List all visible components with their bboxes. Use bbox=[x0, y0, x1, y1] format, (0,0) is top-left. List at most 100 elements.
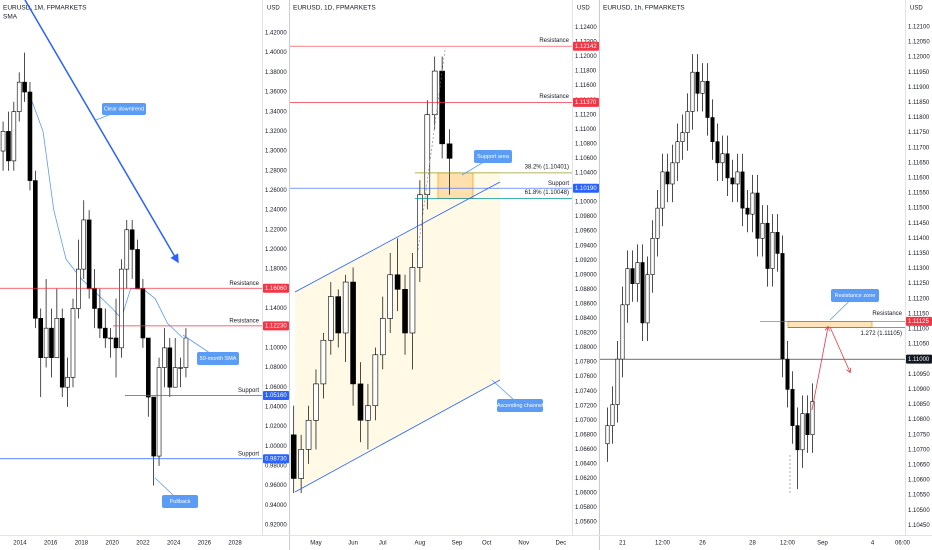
candle-body bbox=[167, 347, 173, 388]
candle-body bbox=[38, 318, 44, 358]
candle-body bbox=[328, 296, 334, 341]
y-tick-label: 1.10400 bbox=[575, 171, 597, 177]
y-tick-label: 0.98000 bbox=[265, 464, 287, 470]
y-tick-label: 1.05600 bbox=[575, 520, 597, 526]
y-tick-label: 1.11000 bbox=[575, 127, 597, 133]
candle-body bbox=[800, 413, 805, 451]
currency-label: USD bbox=[910, 6, 923, 12]
candle-body bbox=[335, 296, 342, 334]
y-tick-label: 0.96000 bbox=[265, 483, 287, 489]
y-tick-label: 0.92000 bbox=[265, 523, 287, 529]
candle-body bbox=[605, 425, 610, 445]
y-tick-label: 1.11100 bbox=[908, 327, 929, 333]
candle-body bbox=[402, 289, 408, 334]
price-tag-text: 1.16060 bbox=[265, 286, 287, 292]
y-tick-label: 1.12000 bbox=[908, 55, 930, 61]
candle-body bbox=[387, 274, 393, 319]
y-tick-label: 1.36000 bbox=[265, 90, 287, 96]
y-tick-label: 1.06800 bbox=[575, 432, 597, 438]
x-tick-label: Dec bbox=[556, 541, 567, 547]
candle-body bbox=[365, 405, 371, 421]
y-tick-label: 1.11800 bbox=[908, 115, 930, 121]
y-tick-label: 1.22000 bbox=[265, 227, 287, 233]
candle-body bbox=[615, 358, 620, 405]
sma-line bbox=[31, 101, 184, 339]
y-tick-label: 1.11600 bbox=[908, 176, 930, 182]
level-text: Support bbox=[238, 451, 259, 457]
y-tick-label: 1.11800 bbox=[575, 69, 597, 75]
callout-text: 50-month SMA bbox=[200, 356, 237, 362]
price-tag-text: 0.98730 bbox=[265, 456, 287, 462]
x-tick-label: 26 bbox=[699, 541, 706, 547]
indicator-label: SMA bbox=[3, 14, 18, 21]
candle-body bbox=[178, 367, 183, 369]
candle-body bbox=[700, 80, 705, 94]
candle-body bbox=[795, 425, 800, 451]
y-tick-label: 1.10750 bbox=[908, 432, 930, 438]
y-tick-label: 1.34000 bbox=[265, 109, 287, 115]
y-tick-label: 1.28000 bbox=[265, 168, 287, 174]
callout bbox=[474, 150, 512, 163]
y-tick-label: 1.11450 bbox=[908, 221, 930, 227]
candle-body bbox=[119, 268, 124, 349]
y-tick-label: 1.12100 bbox=[908, 24, 930, 30]
candle-body bbox=[92, 288, 97, 309]
candle-body bbox=[680, 132, 685, 142]
y-tick-label: 1.38000 bbox=[265, 70, 287, 76]
candle-body bbox=[670, 162, 675, 185]
y-tick-label: 1.00000 bbox=[265, 444, 287, 450]
y-tick-label: 1.06400 bbox=[575, 462, 597, 468]
y-tick-label: 1.10800 bbox=[908, 417, 930, 423]
price-tag bbox=[573, 97, 599, 107]
candle-body bbox=[417, 194, 423, 268]
y-tick-label: 1.04000 bbox=[265, 404, 287, 410]
y-tick-label: 1.10850 bbox=[908, 402, 930, 408]
chart-title: EURUSD, 1D, FPMARKETS bbox=[293, 5, 376, 12]
candle-body bbox=[372, 354, 379, 407]
y-tick-label: 1.12000 bbox=[575, 54, 597, 60]
price-tag-text: 1.10190 bbox=[575, 186, 597, 192]
callout-text: Support area bbox=[477, 154, 510, 160]
candle-body bbox=[43, 327, 49, 358]
candle-body bbox=[342, 281, 349, 334]
candle-body bbox=[27, 91, 33, 181]
candle-body bbox=[735, 171, 740, 185]
candle-body bbox=[151, 396, 156, 457]
candle-body bbox=[33, 180, 38, 319]
y-tick-label: 1.32000 bbox=[265, 129, 287, 135]
x-tick-label: 2026 bbox=[198, 541, 212, 547]
level-text: 1.272 (1.11105) bbox=[861, 331, 902, 337]
candle-body bbox=[183, 337, 189, 368]
candle-body bbox=[675, 141, 680, 164]
level-text: Support bbox=[548, 181, 569, 187]
level-text: Resistance bbox=[229, 281, 259, 287]
y-tick-label: 1.08000 bbox=[575, 345, 597, 351]
candle-body bbox=[129, 229, 135, 250]
candle-body bbox=[6, 131, 11, 162]
candle-body bbox=[665, 171, 670, 185]
candle-body bbox=[350, 281, 356, 385]
callout-text: Pullback bbox=[170, 499, 191, 505]
y-tick-label: 1.11500 bbox=[908, 206, 930, 212]
candle-body bbox=[446, 143, 453, 159]
y-tick-label: 1.09400 bbox=[575, 243, 597, 249]
y-tick-label: 1.06000 bbox=[575, 491, 597, 497]
candle-body bbox=[750, 192, 755, 215]
x-tick-label: 12:00 bbox=[655, 541, 671, 547]
callout bbox=[102, 103, 146, 115]
candle-body bbox=[695, 71, 700, 94]
y-tick-label: 1.11600 bbox=[575, 83, 597, 89]
candle-body bbox=[135, 249, 140, 290]
y-tick-label: 1.10000 bbox=[265, 345, 287, 351]
level-text: Resistance bbox=[539, 94, 569, 100]
callout bbox=[162, 495, 198, 508]
candle-body bbox=[745, 207, 750, 215]
y-tick-label: 1.11350 bbox=[908, 251, 930, 257]
candle-body bbox=[431, 70, 438, 116]
price-tag bbox=[573, 41, 599, 51]
level-text: 61.8% (1.10048) bbox=[525, 190, 569, 196]
x-tick-label: Sep bbox=[452, 541, 463, 547]
y-tick-label: 1.10900 bbox=[908, 387, 930, 393]
candle-body bbox=[290, 434, 297, 479]
